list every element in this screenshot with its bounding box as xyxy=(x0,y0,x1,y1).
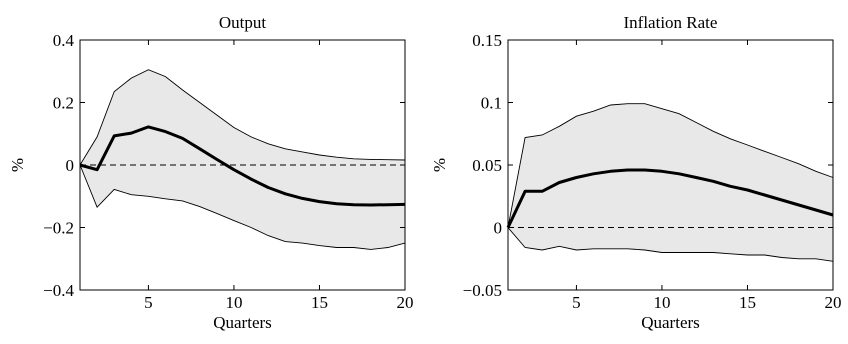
x-tick-label: 20 xyxy=(397,293,414,312)
chart-title: Output xyxy=(219,13,267,32)
lower-band-line xyxy=(507,227,834,262)
x-tick-label: 10 xyxy=(225,293,242,312)
x-tick-label: 5 xyxy=(144,293,153,312)
output-panel: 5 10 15 20 −0.4 −0.2 0 0.2 0.4 Output Quarters% xyxy=(8,13,414,332)
y-tick-label: 0.2 xyxy=(53,94,74,113)
y-tick-label: 0.1 xyxy=(481,94,502,113)
x-tick-label: 15 xyxy=(739,293,756,312)
y-tick-label: −0.2 xyxy=(43,219,74,238)
confidence-band xyxy=(508,103,833,262)
x-tick-label: 10 xyxy=(653,293,670,312)
y-axis-label: % xyxy=(8,158,27,172)
y-tick-label: −0.05 xyxy=(463,281,502,300)
x-axis-label: Quarters xyxy=(641,313,700,332)
upper-band-line xyxy=(79,69,406,166)
median-response-line xyxy=(79,125,406,207)
x-tick-label: 20 xyxy=(825,293,842,312)
x-axis-label: Quarters xyxy=(213,313,272,332)
x-tick-label: 15 xyxy=(311,293,328,312)
inflation-panel: 5 10 15 20 −0.05 0 0.05 0.1 0.15 Inflation Rate Qu… xyxy=(430,13,842,332)
chart-title: Inflation Rate xyxy=(624,13,718,32)
y-tick-label: 0 xyxy=(66,156,75,175)
y-tick-label: 0.05 xyxy=(472,156,502,175)
y-tick-label: 0.4 xyxy=(53,31,75,50)
x-tick-label: 5 xyxy=(572,293,581,312)
median-response-line xyxy=(506,168,834,229)
y-tick-label: 0.15 xyxy=(472,31,502,50)
confidence-band xyxy=(80,69,405,250)
y-tick-label: −0.4 xyxy=(43,281,74,300)
upper-band-line xyxy=(507,103,834,228)
lower-band-line xyxy=(79,164,406,250)
y-tick-label: 0 xyxy=(494,219,503,238)
y-axis-label: % xyxy=(430,158,449,172)
